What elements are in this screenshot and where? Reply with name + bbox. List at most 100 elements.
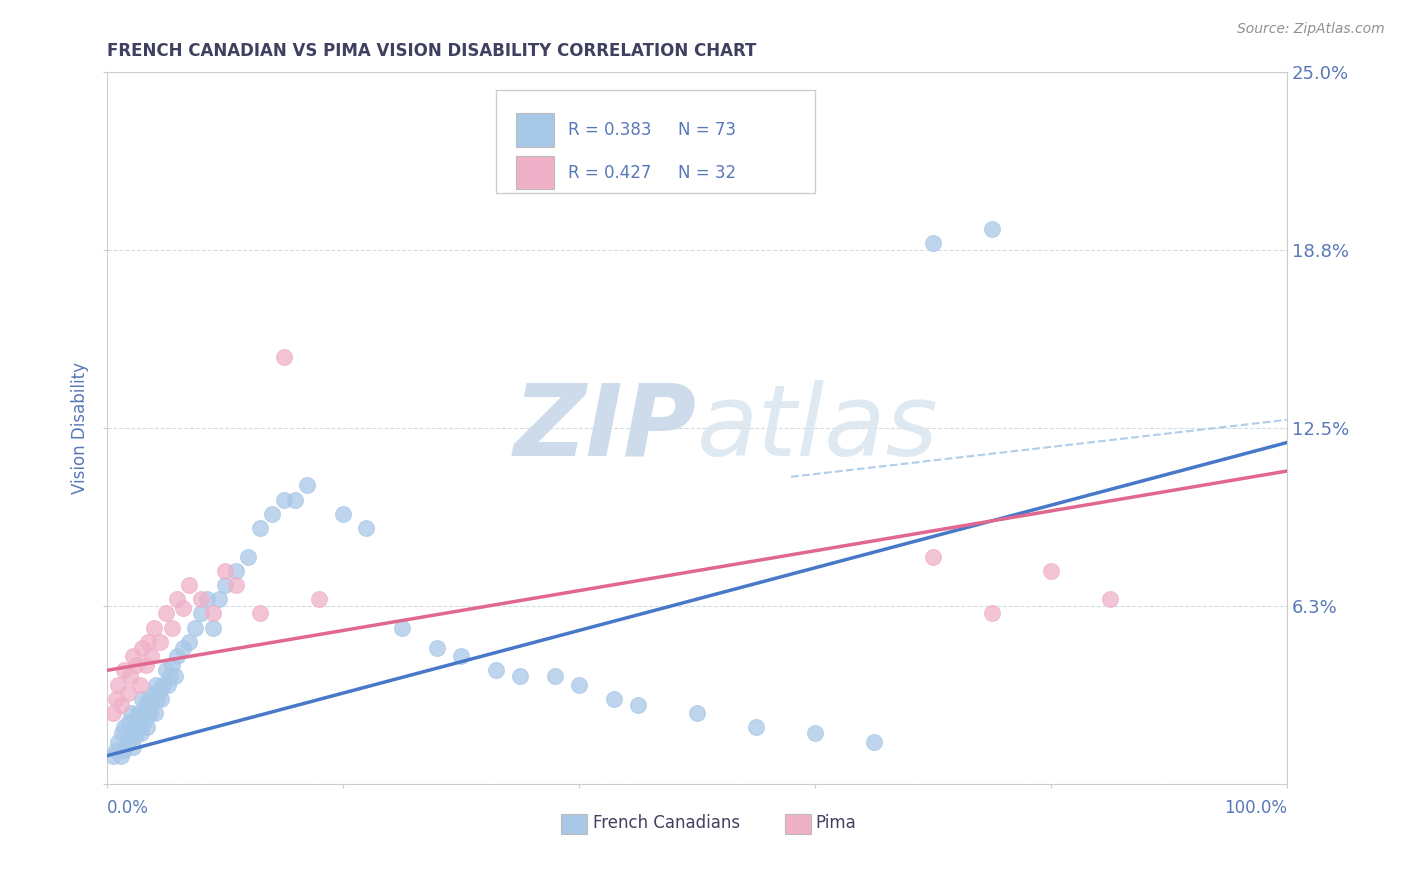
Point [980, 607, 1002, 621]
Point [129, 726, 152, 740]
Point [131, 692, 153, 706]
Point [141, 649, 163, 664]
Text: N = 32: N = 32 [678, 163, 735, 182]
Point [141, 698, 163, 712]
Point [149, 692, 172, 706]
Point [125, 714, 148, 729]
Point [101, 748, 124, 763]
Point [155, 607, 177, 621]
Point [138, 692, 160, 706]
Text: R = 0.427: R = 0.427 [568, 163, 651, 182]
Point [142, 686, 165, 700]
Point [152, 678, 174, 692]
Point [117, 686, 139, 700]
Point [544, 669, 567, 683]
FancyBboxPatch shape [496, 90, 814, 194]
Point [627, 698, 650, 712]
Point [166, 592, 188, 607]
Text: Source: ZipAtlas.com: Source: ZipAtlas.com [1237, 22, 1385, 37]
Point [127, 706, 149, 720]
Text: R = 0.383: R = 0.383 [568, 121, 651, 139]
Point [179, 635, 201, 649]
Point [135, 698, 157, 712]
Point [156, 678, 179, 692]
Point [485, 664, 508, 678]
Point [201, 621, 224, 635]
Text: 0.0%: 0.0% [107, 798, 149, 816]
Point [450, 649, 472, 664]
FancyBboxPatch shape [516, 113, 554, 147]
Point [155, 664, 177, 678]
Point [172, 640, 194, 655]
Point [980, 222, 1002, 236]
Point [134, 714, 156, 729]
Point [112, 664, 135, 678]
Point [160, 657, 183, 672]
Point [685, 706, 707, 720]
Point [120, 706, 142, 720]
Point [603, 692, 626, 706]
Point [128, 720, 150, 734]
Point [238, 549, 260, 564]
Point [135, 657, 157, 672]
Point [159, 669, 181, 683]
Point [225, 578, 247, 592]
Point [131, 706, 153, 720]
Point [110, 748, 132, 763]
Point [862, 734, 884, 748]
FancyBboxPatch shape [516, 156, 554, 189]
Text: ZIP: ZIP [513, 380, 696, 477]
Point [120, 669, 142, 683]
Point [190, 592, 212, 607]
Y-axis label: Vision Disability: Vision Disability [72, 362, 89, 494]
Point [1098, 592, 1121, 607]
Point [225, 564, 247, 578]
Point [172, 600, 194, 615]
Point [297, 478, 319, 492]
Point [744, 720, 766, 734]
Point [195, 592, 218, 607]
FancyBboxPatch shape [785, 814, 811, 834]
Point [146, 692, 169, 706]
Text: 100.0%: 100.0% [1223, 798, 1286, 816]
Point [149, 635, 172, 649]
Point [1039, 564, 1062, 578]
Point [142, 621, 165, 635]
Point [136, 635, 159, 649]
Point [112, 743, 135, 757]
Point [260, 507, 283, 521]
Point [165, 669, 187, 683]
Point [125, 657, 148, 672]
Text: FRENCH CANADIAN VS PIMA VISION DISABILITY CORRELATION CHART: FRENCH CANADIAN VS PIMA VISION DISABILIT… [107, 42, 756, 60]
Point [426, 640, 449, 655]
Point [184, 621, 207, 635]
Point [308, 592, 330, 607]
Point [149, 683, 172, 698]
Point [131, 640, 153, 655]
Point [160, 621, 183, 635]
Point [120, 726, 142, 740]
Point [391, 621, 413, 635]
Point [284, 492, 307, 507]
Point [112, 720, 135, 734]
Point [166, 649, 188, 664]
Point [117, 734, 139, 748]
Point [179, 578, 201, 592]
Point [509, 669, 531, 683]
Point [145, 678, 167, 692]
Point [249, 521, 271, 535]
Text: French Canadians: French Canadians [593, 814, 740, 832]
Point [214, 564, 236, 578]
Point [273, 492, 295, 507]
Point [803, 726, 825, 740]
Point [107, 734, 129, 748]
Point [105, 743, 128, 757]
Point [101, 706, 124, 720]
Point [105, 692, 128, 706]
Point [124, 729, 146, 743]
Point [273, 350, 295, 364]
Text: atlas: atlas [696, 380, 938, 477]
Point [127, 723, 149, 738]
Point [136, 706, 159, 720]
Point [208, 592, 231, 607]
